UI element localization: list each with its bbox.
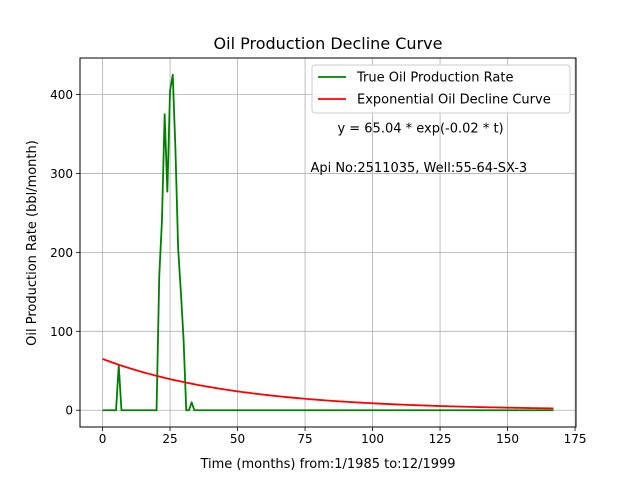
exponential-decline-line	[102, 358, 554, 410]
chart-title: Oil Production Decline Curve	[214, 34, 443, 53]
x-tick-label: 175	[564, 432, 587, 446]
plot-area-frame	[79, 57, 577, 428]
y-tick-label: 200	[50, 246, 73, 260]
x-tick-label: 100	[361, 432, 384, 446]
legend: True Oil Production Rate Exponential Oil …	[311, 64, 571, 114]
true-production-line	[102, 73, 554, 412]
legend-label: Exponential Oil Decline Curve	[357, 93, 551, 108]
equation-annotation: y = 65.04 * exp(-0.02 * t)	[337, 121, 503, 136]
x-tick-label: 25	[162, 432, 177, 446]
well-id-annotation: Api No:2511035, Well:55-64-SX-3	[310, 161, 527, 176]
plot-series	[102, 73, 554, 412]
legend-label: True Oil Production Rate	[356, 71, 513, 86]
y-tick-label: 0	[65, 404, 73, 418]
x-tick-label: 50	[230, 432, 245, 446]
x-tick-label: 75	[297, 432, 312, 446]
y-tick-label: 300	[50, 167, 73, 181]
axis-ticks: 0 25 50 75 100 125 150 175 0 100 200 300 400	[50, 88, 586, 446]
y-tick-label: 400	[50, 88, 73, 102]
x-axis-label: Time (months) from:1/1985 to:12/1999	[199, 457, 455, 472]
x-tick-label: 0	[99, 432, 107, 446]
legend-box	[311, 64, 571, 114]
x-tick-label: 150	[496, 432, 519, 446]
x-tick-label: 125	[429, 432, 452, 446]
annotations: y = 65.04 * exp(-0.02 * t) Api No:2511035…	[310, 121, 527, 175]
y-axis-label: Oil Production Rate (bbl/month)	[25, 140, 40, 346]
y-tick-label: 100	[50, 325, 73, 339]
